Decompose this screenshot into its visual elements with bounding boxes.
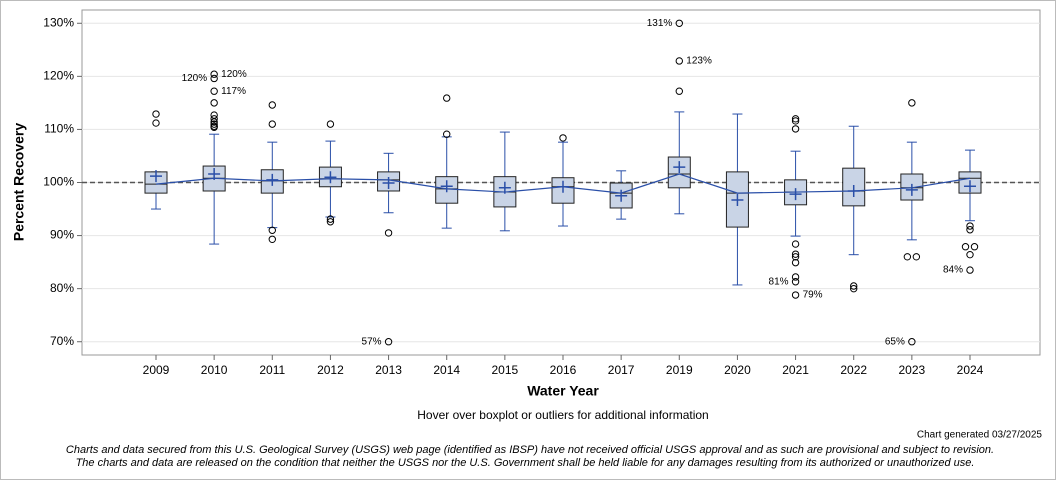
outlier[interactable]	[850, 284, 858, 293]
mean-marker	[324, 171, 337, 184]
outlier[interactable]	[210, 74, 218, 83]
outlier[interactable]	[384, 338, 393, 346]
generated-date: Chart generated 03/27/2025	[917, 430, 1043, 441]
outlier[interactable]	[210, 115, 218, 123]
outlier[interactable]	[966, 226, 974, 234]
outlier[interactable]	[326, 120, 335, 128]
outlier[interactable]	[966, 250, 974, 259]
outlier[interactable]	[850, 282, 858, 290]
disclaimer: Charts and data secured from this U.S. G…	[66, 444, 994, 456]
y-tick-label: 120%	[43, 69, 74, 83]
outlier-label: 131%	[647, 18, 673, 29]
median-line	[155, 173, 971, 194]
outlier[interactable]	[966, 222, 974, 230]
disclaimer: The charts and data are released on the …	[76, 457, 975, 469]
hover-note: Hover over boxplot or outliers for addit…	[417, 408, 708, 422]
x-axis-title: Water Year	[527, 383, 599, 399]
outlier-label: 57%	[362, 336, 382, 347]
y-tick-label: 130%	[43, 15, 74, 29]
outlier[interactable]	[791, 278, 800, 286]
outlier-label: 120%	[182, 73, 208, 84]
x-tick-label: 2022	[840, 363, 867, 377]
outlier[interactable]	[675, 87, 683, 95]
outlier[interactable]	[791, 253, 800, 261]
y-tick-label: 90%	[50, 228, 74, 242]
outlier-label: 81%	[769, 276, 789, 287]
outlier[interactable]	[908, 338, 916, 346]
outlier[interactable]	[791, 117, 800, 125]
outlier-label: 79%	[803, 290, 823, 301]
y-tick-label: 80%	[50, 281, 74, 295]
x-tick-label: 2021	[782, 363, 809, 377]
outlier[interactable]	[791, 115, 800, 123]
outlier[interactable]	[559, 134, 567, 142]
outlier-label: 117%	[221, 86, 246, 97]
outlier[interactable]	[210, 87, 218, 95]
outlier[interactable]	[791, 250, 800, 258]
outlier[interactable]	[210, 99, 218, 107]
x-tick-label: 2024	[957, 363, 984, 377]
x-tick-label: 2013	[375, 363, 402, 377]
mean-marker	[964, 180, 976, 193]
outlier-label: 120%	[221, 69, 247, 80]
outlier[interactable]	[268, 101, 276, 109]
outlier[interactable]	[961, 243, 970, 251]
mean-marker	[731, 194, 744, 207]
x-tick-label: 2023	[899, 363, 926, 377]
outlier[interactable]	[912, 253, 921, 261]
outlier[interactable]	[443, 94, 451, 102]
x-tick-label: 2014	[433, 363, 460, 377]
outlier[interactable]	[791, 258, 800, 267]
outlier[interactable]	[903, 253, 912, 261]
outlier-label: 123%	[686, 56, 712, 67]
outlier[interactable]	[791, 273, 800, 281]
outlier[interactable]	[908, 99, 916, 107]
outlier[interactable]	[210, 123, 218, 132]
mean-marker	[382, 177, 395, 190]
mean-marker	[789, 188, 802, 201]
outlier-label: 84%	[943, 265, 963, 276]
mean-marker	[150, 170, 162, 183]
x-tick-label: 2010	[201, 363, 228, 377]
mean-marker	[266, 173, 279, 186]
x-tick-label: 2020	[724, 363, 751, 377]
outlier[interactable]	[384, 229, 393, 237]
outlier-label: 65%	[885, 336, 905, 347]
outlier[interactable]	[675, 57, 683, 65]
y-tick-label: 100%	[43, 175, 74, 189]
x-tick-label: 2009	[143, 363, 170, 377]
x-tick-label: 2011	[259, 363, 285, 377]
mean-marker	[673, 161, 686, 174]
mean-marker	[615, 189, 628, 202]
outlier[interactable]	[326, 215, 335, 223]
x-tick-label: 2019	[666, 363, 693, 377]
outlier[interactable]	[152, 110, 160, 118]
outlier[interactable]	[152, 119, 160, 127]
outlier[interactable]	[675, 19, 683, 27]
mean-marker	[905, 183, 918, 196]
x-tick-label: 2016	[550, 363, 577, 377]
x-tick-label: 2012	[317, 363, 344, 377]
outlier[interactable]	[966, 266, 974, 274]
outlier[interactable]	[210, 118, 218, 126]
y-tick-label: 110%	[44, 122, 74, 136]
y-tick-label: 70%	[50, 334, 74, 348]
outlier[interactable]	[791, 125, 800, 133]
y-axis-title: Percent Recovery	[11, 123, 27, 242]
outlier[interactable]	[443, 130, 451, 138]
outlier[interactable]	[268, 120, 276, 128]
outlier[interactable]	[791, 291, 800, 299]
outlier[interactable]	[326, 218, 335, 226]
outlier[interactable]	[268, 235, 276, 243]
x-tick-label: 2015	[492, 363, 519, 377]
mean-marker	[440, 180, 453, 193]
outlier[interactable]	[210, 120, 218, 128]
x-tick-label: 2017	[608, 363, 635, 377]
outlier[interactable]	[210, 70, 218, 78]
outlier[interactable]	[970, 243, 979, 251]
outlier[interactable]	[791, 240, 800, 248]
outlier[interactable]	[268, 226, 276, 234]
